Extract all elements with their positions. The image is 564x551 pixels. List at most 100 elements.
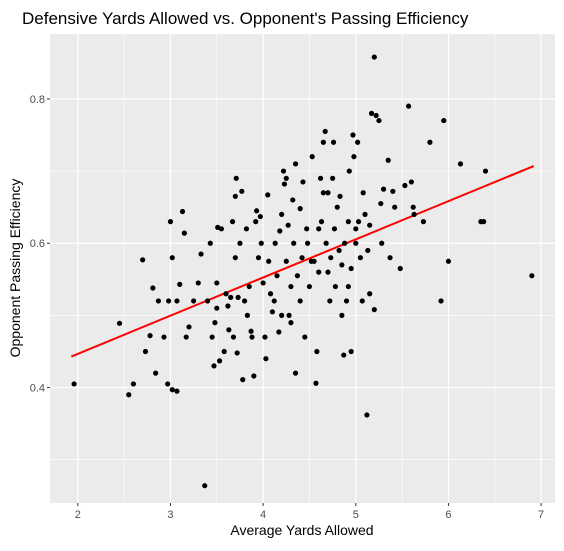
data-point bbox=[298, 206, 303, 211]
data-point bbox=[351, 154, 356, 159]
data-point bbox=[270, 309, 275, 314]
data-point bbox=[180, 209, 185, 214]
data-point bbox=[219, 226, 224, 231]
data-point bbox=[386, 158, 391, 163]
data-point bbox=[362, 212, 367, 217]
data-point bbox=[153, 371, 158, 376]
data-point bbox=[339, 262, 344, 267]
data-point bbox=[143, 349, 148, 354]
data-point bbox=[358, 255, 363, 260]
data-point bbox=[365, 248, 370, 253]
data-point bbox=[282, 181, 287, 186]
data-point bbox=[239, 189, 244, 194]
data-point bbox=[307, 284, 312, 289]
data-point bbox=[353, 226, 358, 231]
data-point bbox=[361, 190, 366, 195]
data-point bbox=[374, 113, 379, 118]
data-point bbox=[318, 176, 323, 181]
data-point bbox=[244, 226, 249, 231]
data-point bbox=[174, 389, 179, 394]
data-point bbox=[331, 140, 336, 145]
data-point bbox=[349, 349, 354, 354]
data-point bbox=[273, 241, 278, 246]
data-point bbox=[140, 257, 145, 262]
data-point bbox=[253, 219, 258, 224]
data-point bbox=[316, 270, 321, 275]
data-point bbox=[168, 219, 173, 224]
x-tick-label: 2 bbox=[75, 509, 81, 521]
data-point bbox=[286, 223, 291, 228]
data-point bbox=[529, 273, 534, 278]
data-point bbox=[441, 118, 446, 123]
x-tick-label: 3 bbox=[167, 509, 173, 521]
y-tick-label: 0.6 bbox=[30, 238, 45, 250]
data-point bbox=[170, 387, 175, 392]
data-point bbox=[381, 187, 386, 192]
data-point bbox=[319, 219, 324, 224]
data-point bbox=[364, 412, 369, 417]
data-point bbox=[355, 140, 360, 145]
data-point bbox=[161, 334, 166, 339]
data-point bbox=[261, 280, 266, 285]
data-point bbox=[279, 313, 284, 318]
data-point bbox=[202, 483, 207, 488]
data-point bbox=[272, 298, 277, 303]
data-point bbox=[323, 129, 328, 134]
data-point bbox=[313, 381, 318, 386]
data-point bbox=[230, 219, 235, 224]
data-point bbox=[446, 259, 451, 264]
x-tick-label: 7 bbox=[538, 509, 544, 521]
data-point bbox=[182, 231, 187, 236]
data-point bbox=[337, 248, 342, 253]
data-point bbox=[298, 298, 303, 303]
data-point bbox=[117, 321, 122, 326]
data-point bbox=[131, 381, 136, 386]
data-point bbox=[483, 168, 488, 173]
data-point bbox=[233, 255, 238, 260]
chart-title: Defensive Yards Allowed vs. Opponent's P… bbox=[22, 9, 469, 28]
data-point bbox=[332, 226, 337, 231]
data-point bbox=[324, 241, 329, 246]
data-point bbox=[214, 280, 219, 285]
data-point bbox=[321, 140, 326, 145]
data-point bbox=[245, 313, 250, 318]
data-point bbox=[256, 255, 261, 260]
data-point bbox=[325, 270, 330, 275]
data-point bbox=[356, 219, 361, 224]
data-point bbox=[234, 176, 239, 181]
data-point bbox=[150, 285, 155, 290]
data-point bbox=[305, 241, 310, 246]
data-point bbox=[390, 189, 395, 194]
data-point bbox=[293, 371, 298, 376]
data-point bbox=[300, 179, 305, 184]
data-point bbox=[214, 306, 219, 311]
data-point bbox=[254, 208, 259, 213]
data-point bbox=[372, 307, 377, 312]
data-point bbox=[248, 329, 253, 334]
data-point bbox=[231, 334, 236, 339]
data-point bbox=[251, 373, 256, 378]
data-point bbox=[304, 226, 309, 231]
data-point bbox=[235, 350, 240, 355]
data-point bbox=[409, 179, 414, 184]
data-point bbox=[249, 334, 254, 339]
data-point bbox=[311, 259, 316, 264]
data-point bbox=[346, 219, 351, 224]
data-point bbox=[284, 176, 289, 181]
data-point bbox=[288, 284, 293, 289]
data-point bbox=[233, 194, 238, 199]
data-point bbox=[208, 241, 213, 246]
data-point bbox=[402, 183, 407, 188]
data-point bbox=[353, 241, 358, 246]
data-point bbox=[387, 255, 392, 260]
data-point bbox=[458, 161, 463, 166]
data-point bbox=[281, 168, 286, 173]
data-point bbox=[186, 324, 191, 329]
data-point bbox=[198, 251, 203, 256]
data-point bbox=[222, 349, 227, 354]
data-point bbox=[290, 197, 295, 202]
data-point bbox=[327, 298, 332, 303]
data-point bbox=[367, 291, 372, 296]
